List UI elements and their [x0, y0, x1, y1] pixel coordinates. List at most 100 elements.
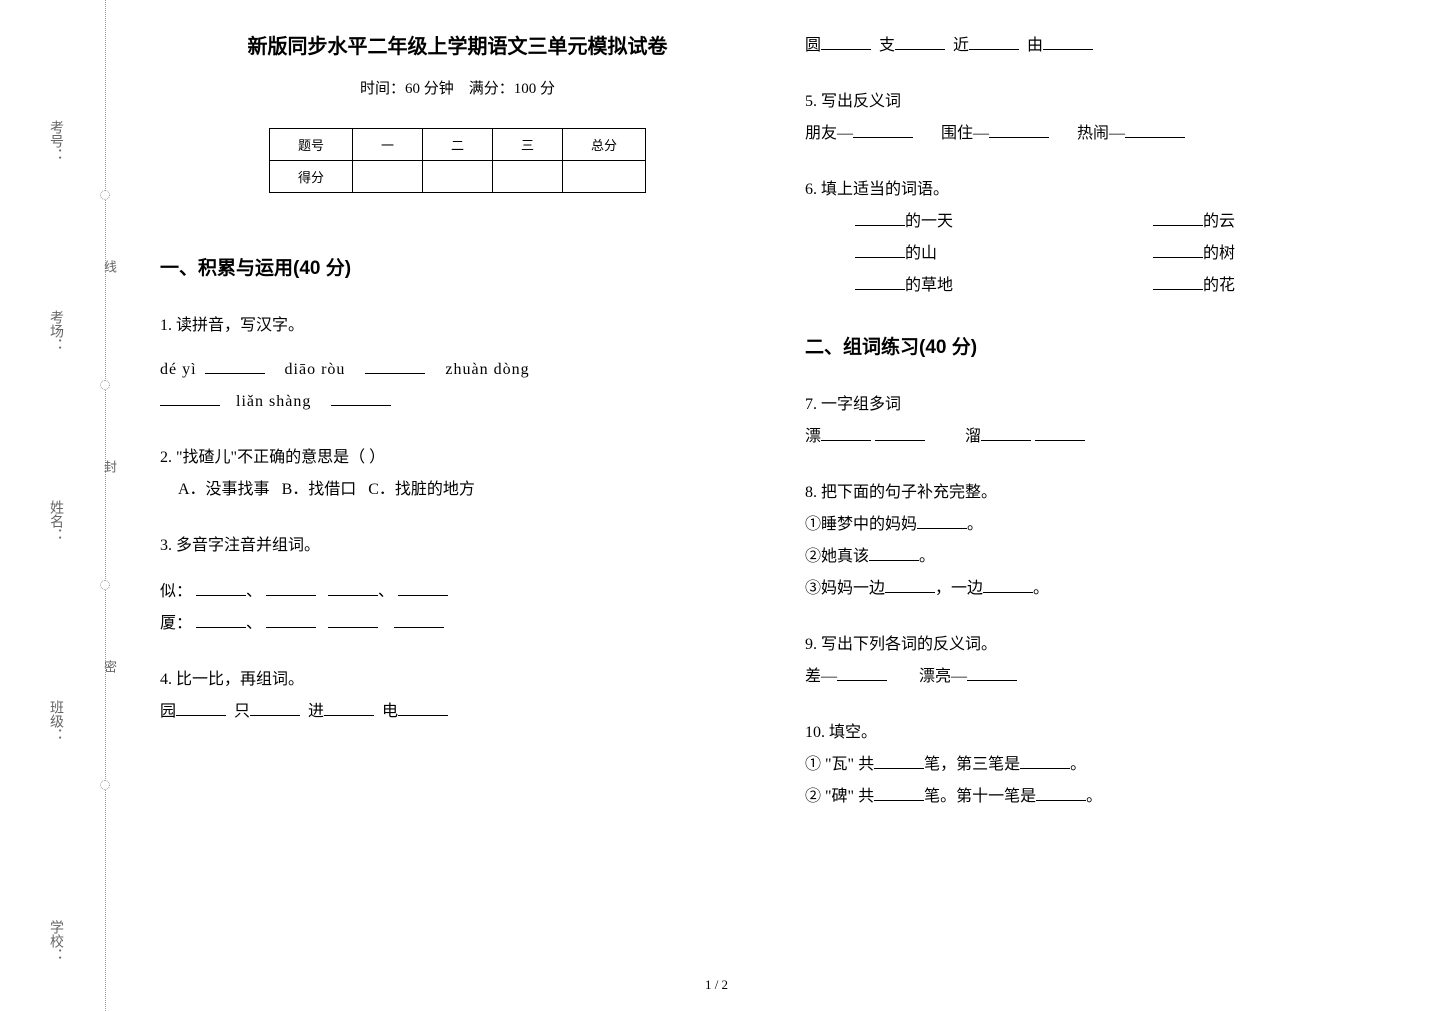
answer-blank[interactable] [917, 511, 967, 529]
answer-blank[interactable] [328, 610, 378, 628]
word-label: 差— [805, 668, 837, 685]
answer-blank[interactable] [837, 663, 887, 681]
score-label: 得分 [269, 161, 352, 193]
score-header: 二 [422, 129, 492, 161]
sentence-part: 笔。第十一笔是 [924, 788, 1036, 805]
binding-dotted-line [105, 0, 106, 1011]
binding-dash-text: 线 [100, 260, 119, 273]
answer-blank[interactable] [266, 610, 316, 628]
answer-blank[interactable] [398, 578, 448, 596]
answer-blank[interactable] [328, 578, 378, 596]
question-stem: 7. 一字组多词 [805, 389, 1400, 421]
binding-label-name: 姓名： [45, 500, 65, 542]
score-cell[interactable] [422, 161, 492, 193]
answer-blank[interactable] [874, 751, 924, 769]
answer-blank[interactable] [855, 208, 905, 226]
answer-blank[interactable] [1020, 751, 1070, 769]
suffix-text: 的云 [1203, 213, 1235, 230]
char-label: 进 [308, 703, 324, 720]
binding-circle [100, 380, 110, 390]
pinyin-text: dé yì [160, 361, 197, 378]
char-label: 园 [160, 703, 176, 720]
suffix-text: 的一天 [905, 213, 953, 230]
answer-blank[interactable] [895, 32, 945, 50]
answer-blank[interactable] [874, 783, 924, 801]
score-header: 题号 [269, 129, 352, 161]
answer-blank[interactable] [1153, 272, 1203, 290]
left-column: 新版同步水平二年级上学期语文三单元模拟试卷 时间：60 分钟 满分：100 分 … [160, 30, 755, 837]
score-cell[interactable] [352, 161, 422, 193]
question-4: 4. 比一比，再组词。 园 只 进 电 [160, 664, 755, 728]
char-label: 由 [1027, 37, 1043, 54]
question-stem: 8. 把下面的句子补充完整。 [805, 477, 1400, 509]
table-row: 得分 [269, 161, 645, 193]
sentence-part: 笔，第三笔是 [924, 756, 1020, 773]
char-label: 只 [234, 703, 250, 720]
answer-blank[interactable] [160, 388, 220, 406]
option-c: C．找脏的地方 [368, 481, 475, 498]
pinyin-text: diāo ròu [285, 361, 346, 378]
answer-blank[interactable] [205, 356, 265, 374]
binding-dash-text: 密 [100, 660, 119, 673]
question-6: 6. 填上适当的词语。 的一天 的山 的草地 的云 的树 的花 [805, 174, 1400, 302]
answer-blank[interactable] [250, 698, 300, 716]
answer-blank[interactable] [869, 543, 919, 561]
binding-circle [100, 190, 110, 200]
question-9: 9. 写出下列各词的反义词。 差— 漂亮— [805, 629, 1400, 693]
answer-blank[interactable] [981, 423, 1031, 441]
question-stem: 10. 填空。 [805, 717, 1400, 749]
sentence-part: ① "瓦" 共 [805, 756, 874, 773]
answer-blank[interactable] [398, 698, 448, 716]
answer-blank[interactable] [855, 272, 905, 290]
sentence-part: 。 [1086, 788, 1102, 805]
answer-blank[interactable] [176, 698, 226, 716]
char-label: 似： [160, 583, 192, 600]
sentence-part: ②她真该 [805, 548, 869, 565]
question-stem: 5. 写出反义词 [805, 86, 1400, 118]
answer-blank[interactable] [324, 698, 374, 716]
exam-title: 新版同步水平二年级上学期语文三单元模拟试卷 [160, 30, 755, 59]
binding-label-class: 班级： [45, 700, 65, 742]
score-cell[interactable] [493, 161, 563, 193]
answer-blank[interactable] [1125, 120, 1185, 138]
answer-blank[interactable] [885, 575, 935, 593]
answer-blank[interactable] [196, 610, 246, 628]
question-stem: 6. 填上适当的词语。 [805, 174, 1400, 206]
answer-blank[interactable] [853, 120, 913, 138]
answer-blank[interactable] [875, 423, 925, 441]
score-header: 总分 [563, 129, 646, 161]
score-header: 一 [352, 129, 422, 161]
answer-blank[interactable] [969, 32, 1019, 50]
answer-blank[interactable] [1153, 208, 1203, 226]
answer-blank[interactable] [196, 578, 246, 596]
answer-blank[interactable] [983, 575, 1033, 593]
answer-blank[interactable] [266, 578, 316, 596]
right-column: 圆 支 近 由 5. 写出反义词 朋友— 围住— 热闹— 6. 填上适当的词语。… [805, 30, 1400, 837]
word-label: 漂亮— [919, 668, 967, 685]
answer-blank[interactable] [989, 120, 1049, 138]
char-label: 漂 [805, 428, 821, 445]
word-label: 朋友— [805, 125, 853, 142]
score-cell[interactable] [563, 161, 646, 193]
option-a: A．没事找事 [178, 481, 270, 498]
table-row: 题号 一 二 三 总分 [269, 129, 645, 161]
answer-blank[interactable] [331, 388, 391, 406]
question-2: 2. "找碴儿"不正确的意思是（ ） A．没事找事 B．找借口 C．找脏的地方 [160, 442, 755, 506]
sentence-part: ③妈妈一边 [805, 580, 885, 597]
answer-blank[interactable] [1153, 240, 1203, 258]
sentence-part: ①睡梦中的妈妈 [805, 516, 917, 533]
question-stem: 3. 多音字注音并组词。 [160, 530, 755, 562]
answer-blank[interactable] [1043, 32, 1093, 50]
answer-blank[interactable] [365, 356, 425, 374]
suffix-text: 的花 [1203, 277, 1235, 294]
answer-blank[interactable] [821, 423, 871, 441]
score-header: 三 [493, 129, 563, 161]
answer-blank[interactable] [1035, 423, 1085, 441]
answer-blank[interactable] [821, 32, 871, 50]
answer-blank[interactable] [855, 240, 905, 258]
binding-strip: 考号： 线 考场： 封 姓名： 密 班级： 学校： [45, 0, 125, 1011]
answer-blank[interactable] [1036, 783, 1086, 801]
answer-blank[interactable] [394, 610, 444, 628]
answer-blank[interactable] [967, 663, 1017, 681]
question-stem: 4. 比一比，再组词。 [160, 664, 755, 696]
